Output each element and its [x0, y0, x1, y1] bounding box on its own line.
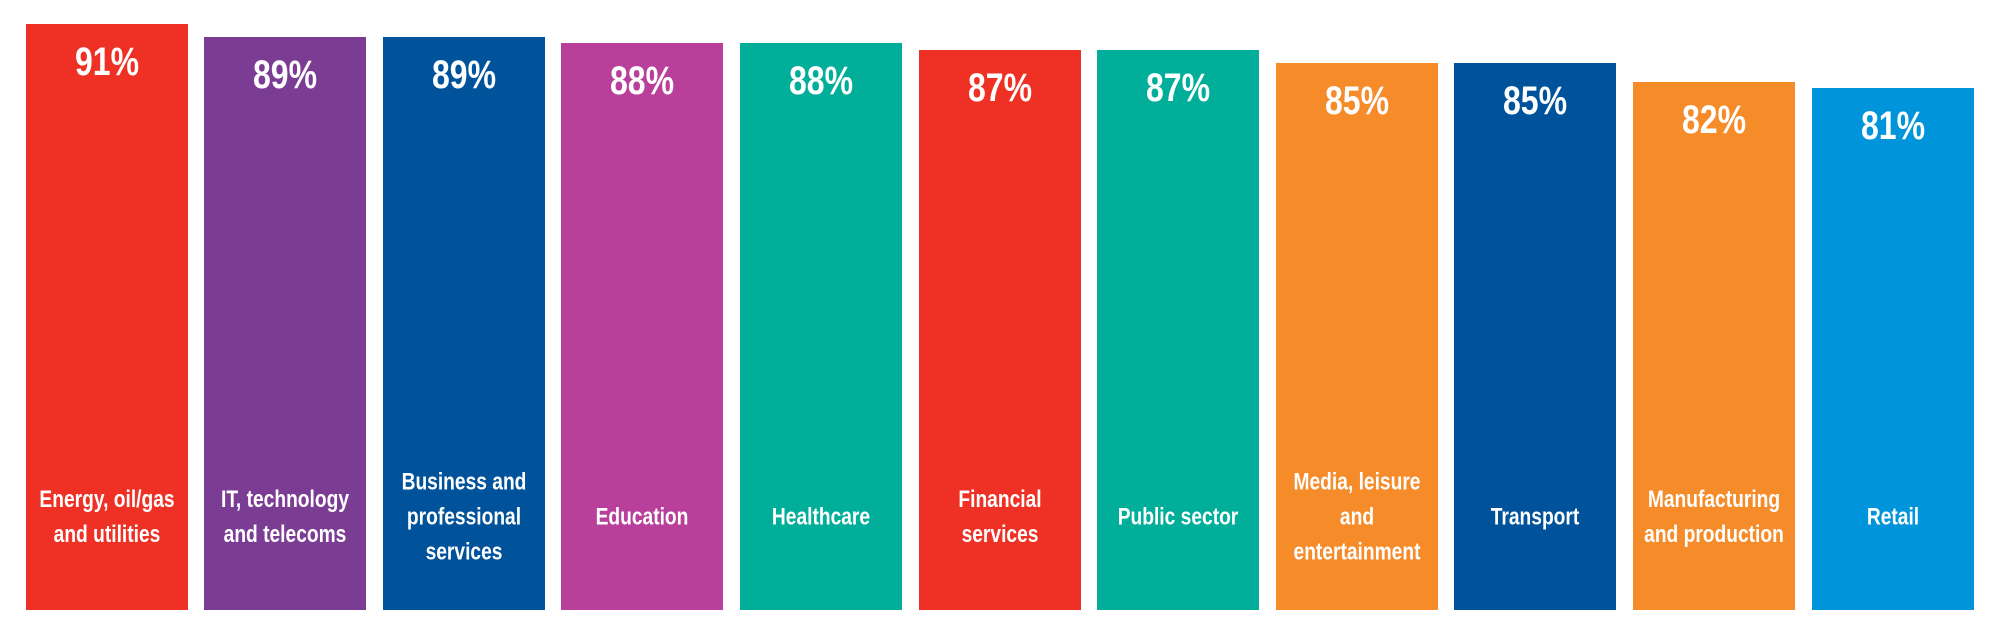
category-label: Manufacturing and production	[1644, 486, 1784, 548]
bar	[382, 36, 545, 610]
value-label: 88%	[788, 59, 853, 104]
bar	[739, 43, 902, 610]
bar	[918, 49, 1081, 610]
value-label: 91%	[74, 40, 139, 84]
bar	[204, 36, 367, 610]
value-label: 87%	[967, 65, 1032, 110]
category-label: Financial services	[957, 486, 1042, 548]
category-label: Transport	[1491, 503, 1580, 531]
category-label: Media, leisure and entertainment	[1293, 468, 1421, 566]
bar	[561, 43, 724, 610]
category-label: Public sector	[1117, 503, 1239, 531]
bar	[25, 24, 188, 610]
value-label: 82%	[1681, 97, 1746, 142]
bar	[1632, 81, 1795, 610]
value-label: 81%	[1860, 104, 1925, 149]
category-label: Business and professional services	[401, 468, 527, 566]
value-label: 85%	[1503, 78, 1568, 123]
bar	[1275, 62, 1438, 610]
value-label: 89%	[431, 52, 496, 97]
category-label: Education	[595, 503, 689, 531]
category-label: Energy, oil/gas and utilities	[38, 486, 175, 548]
category-label: IT, technology and telecoms	[221, 486, 350, 548]
category-label: Retail	[1866, 503, 1919, 531]
value-label: 88%	[610, 59, 675, 104]
bar	[1097, 49, 1260, 610]
category-label: Healthcare	[771, 503, 870, 531]
bar	[1454, 62, 1617, 610]
value-label: 85%	[1324, 78, 1389, 123]
bar	[1811, 88, 1974, 610]
value-label: 89%	[253, 52, 318, 97]
value-label: 87%	[1146, 65, 1211, 110]
